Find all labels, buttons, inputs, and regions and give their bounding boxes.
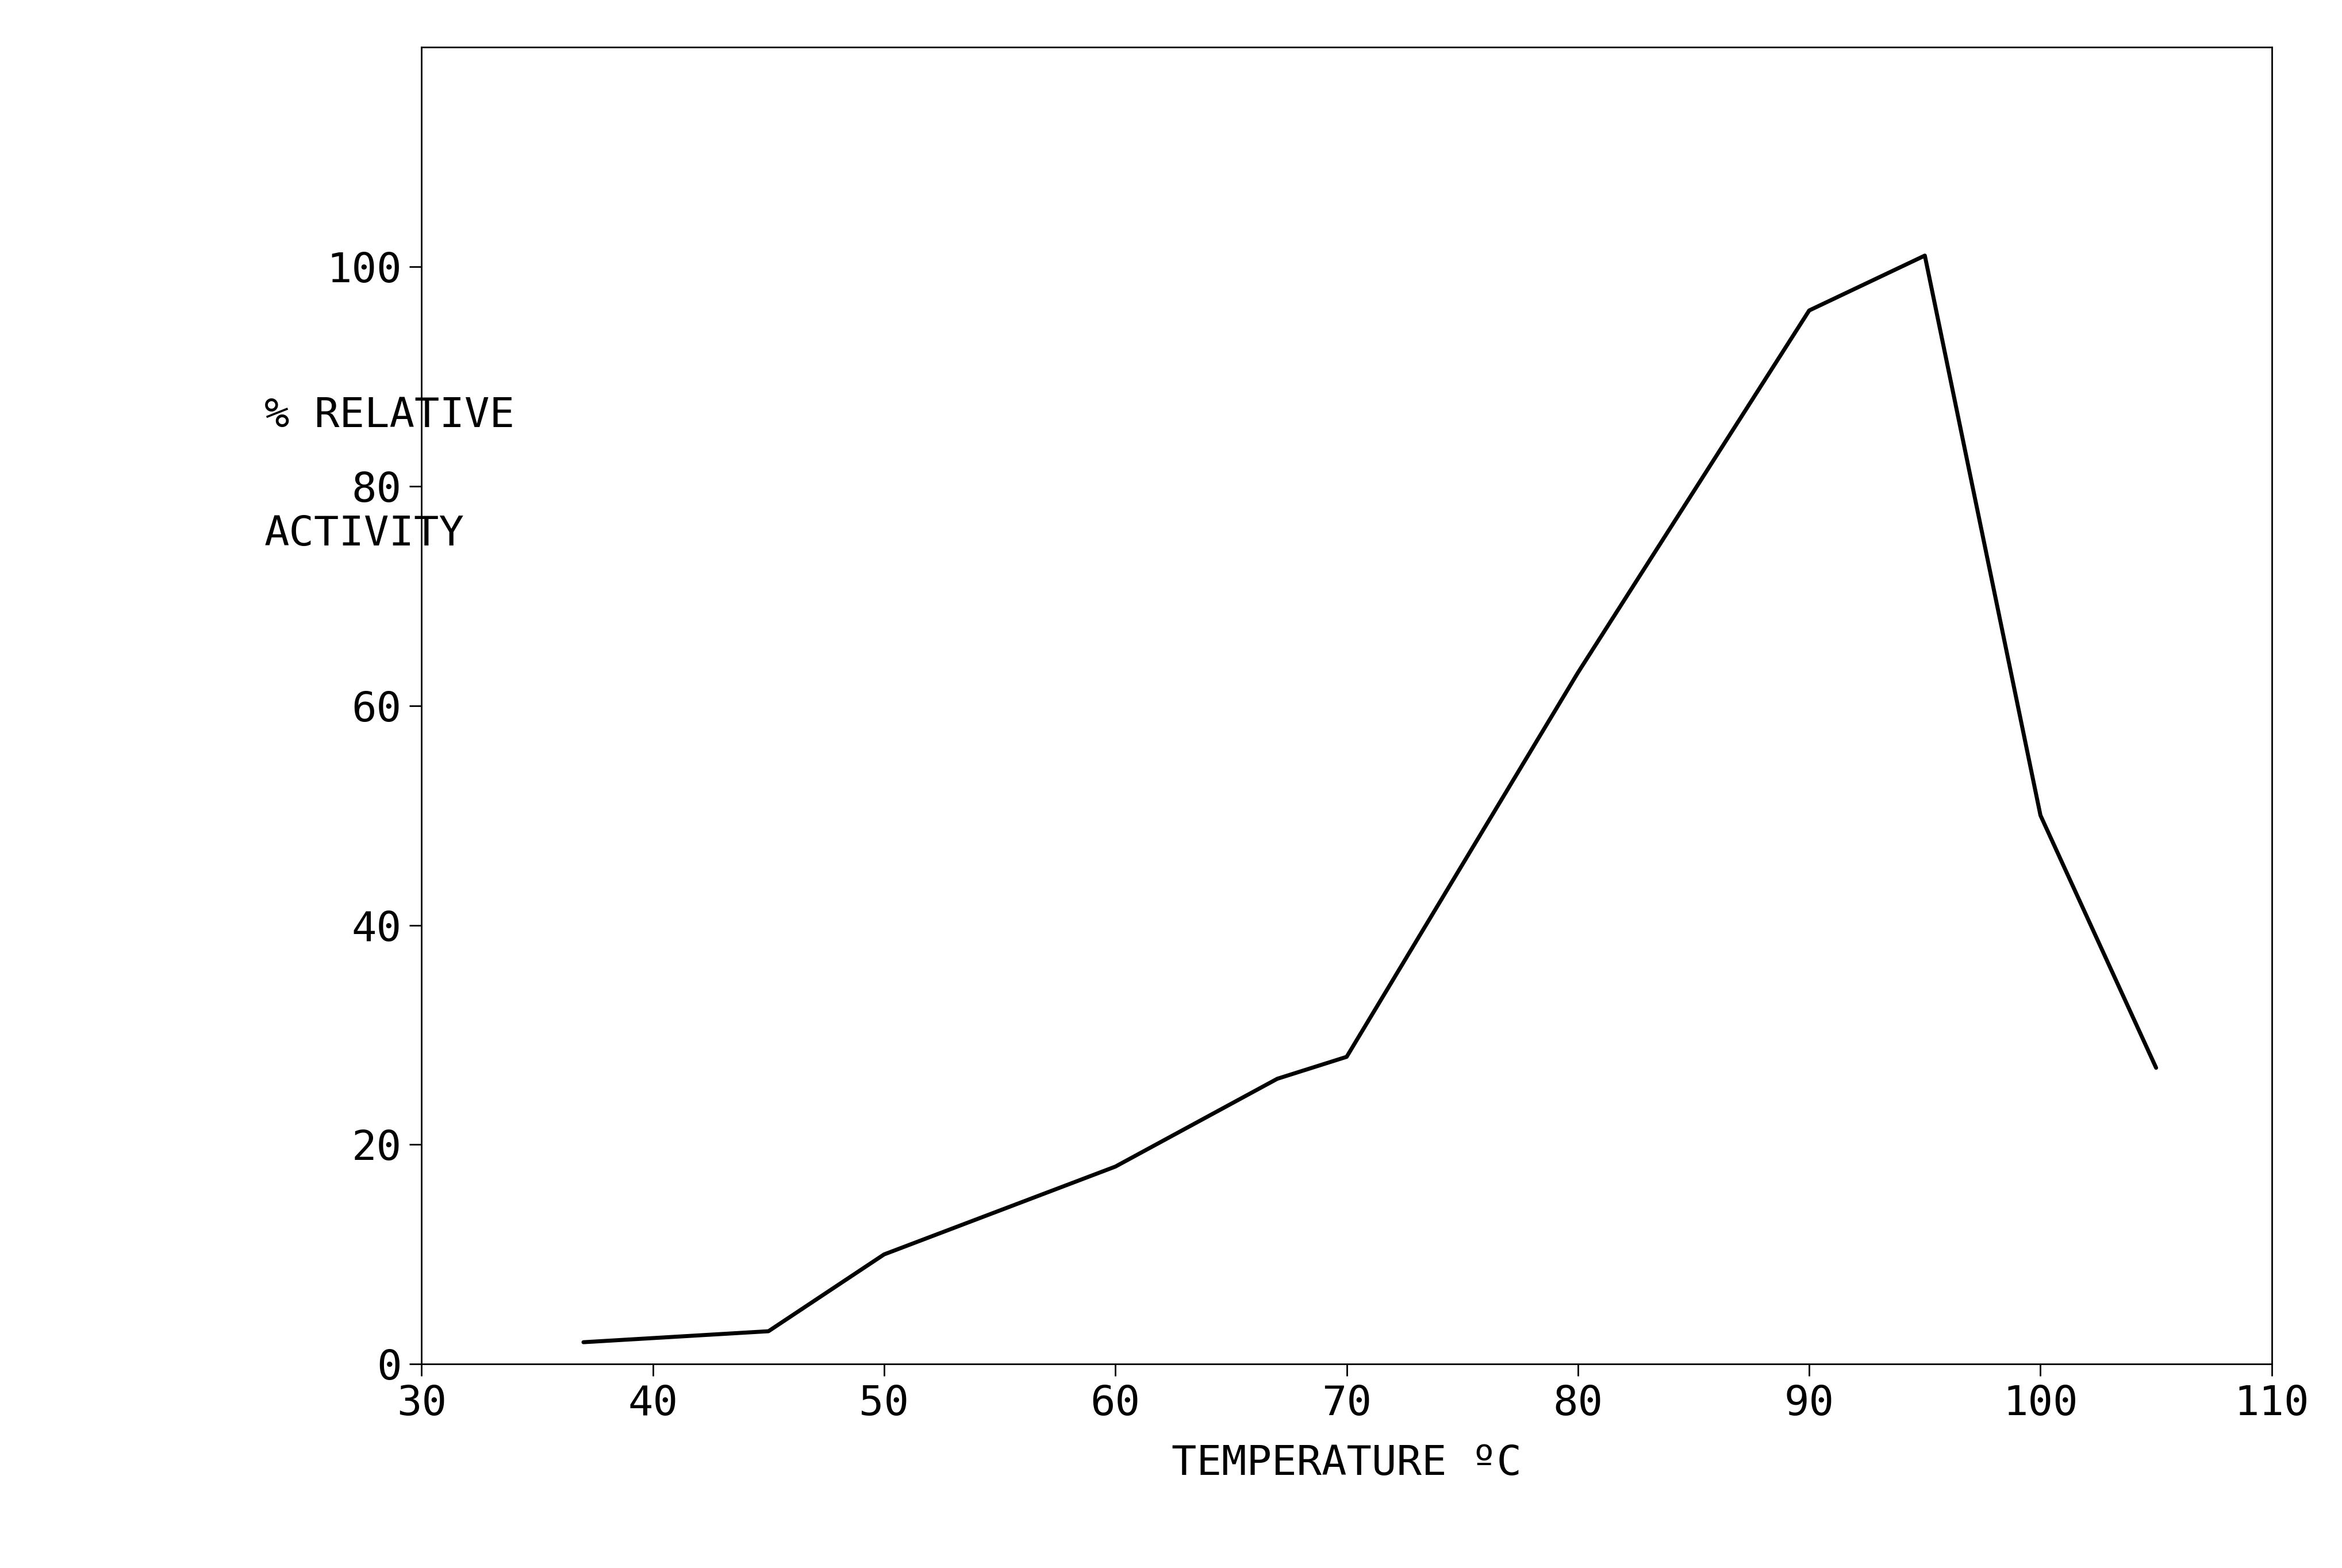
X-axis label: TEMPERATURE ºC: TEMPERATURE ºC [1171,1444,1522,1483]
Text: ACTIVITY: ACTIVITY [265,514,464,554]
Text: % RELATIVE: % RELATIVE [265,397,515,436]
